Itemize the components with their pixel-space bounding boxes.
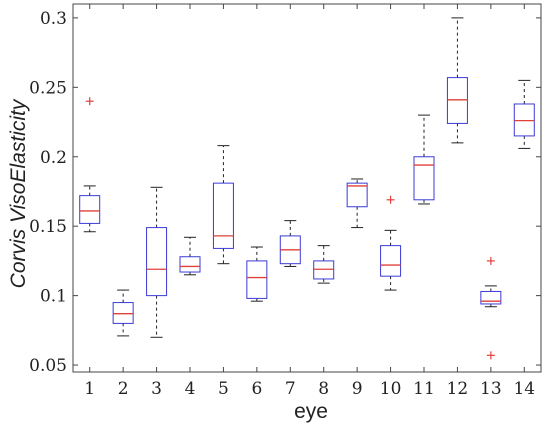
x-tick-label: 5: [218, 379, 229, 399]
y-tick-label: 0.3: [40, 9, 67, 29]
box-series: [79, 17, 535, 360]
box-1: [79, 97, 101, 233]
outlier-marker: [85, 97, 94, 106]
box-3: [146, 186, 168, 338]
iqr-box: [179, 256, 201, 273]
y-tick-label: 0.15: [29, 217, 67, 237]
x-tick-label: 6: [251, 379, 262, 399]
iqr-box: [246, 260, 268, 299]
box-12: [446, 17, 468, 144]
box-14: [513, 79, 535, 149]
iqr-box: [346, 182, 368, 208]
x-tick-label: 8: [318, 379, 329, 399]
iqr-box: [112, 302, 134, 324]
box-8: [313, 245, 335, 284]
box-6: [246, 246, 268, 302]
x-tick-label: 10: [380, 379, 402, 399]
outlier-marker: [486, 351, 495, 360]
outlier-marker: [386, 195, 395, 204]
y-axis-label: Corvis VisoElasticity: [7, 98, 30, 288]
iqr-box: [480, 290, 502, 305]
iqr-box: [380, 245, 402, 277]
y-tick-label: 0.1: [40, 287, 67, 307]
y-tick-label: 0.2: [40, 148, 67, 168]
x-tick-label: 7: [285, 379, 296, 399]
x-tick-label: 2: [118, 379, 129, 399]
box-10: [380, 195, 402, 291]
x-tick-label: 12: [447, 379, 469, 399]
plot-frame: [72, 3, 542, 373]
y-axis-ticks: 0.05 0.1 0.15 0.2 0.25 0.3: [29, 9, 541, 376]
iqr-box: [146, 227, 168, 297]
iqr-box: [79, 195, 101, 224]
iqr-box: [212, 182, 234, 249]
x-tick-label: 3: [151, 379, 162, 399]
box-9: [346, 178, 368, 229]
plot-area: [72, 3, 542, 373]
box-4: [179, 236, 201, 276]
x-tick-label: 9: [352, 379, 363, 399]
iqr-box: [413, 156, 435, 201]
y-tick-label: 0.05: [29, 356, 67, 376]
iqr-box: [513, 103, 535, 137]
x-tick-label: 13: [480, 379, 502, 399]
iqr-box: [313, 260, 335, 280]
x-tick-label: 11: [413, 379, 435, 399]
x-tick-label: 4: [185, 379, 196, 399]
x-tick-label: 14: [513, 379, 535, 399]
box-11: [413, 114, 435, 205]
box-5: [212, 145, 234, 265]
box-2: [112, 289, 134, 337]
box-7: [279, 220, 301, 267]
x-tick-label: 1: [84, 379, 95, 399]
x-axis-label: eye: [294, 400, 328, 423]
box-13: [480, 256, 502, 360]
y-tick-label: 0.25: [29, 78, 67, 98]
outlier-marker: [486, 256, 495, 265]
iqr-box: [446, 77, 468, 124]
x-axis-ticks: 1 2 3 4 5 6 7 8 9 10 11 12 13 14: [84, 4, 535, 399]
